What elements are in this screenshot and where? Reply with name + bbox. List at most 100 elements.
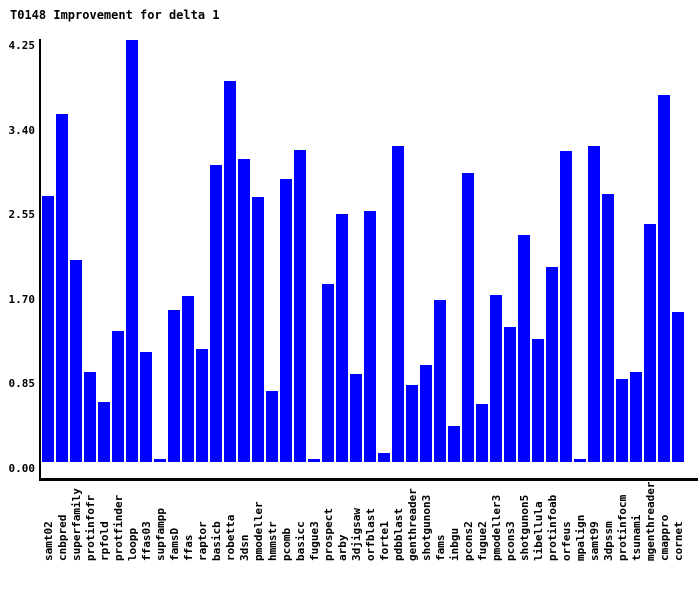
bar-arby bbox=[336, 214, 348, 462]
bar-rpfold bbox=[98, 402, 110, 462]
x-tick-label-cmappro: cmappro bbox=[658, 514, 671, 561]
x-tick-label-3dpssm: 3dpssm bbox=[602, 521, 615, 561]
bar-protfinder bbox=[112, 331, 124, 462]
bar-famsD bbox=[168, 310, 180, 462]
x-tick-label-fams: fams bbox=[434, 534, 447, 562]
x-tick-label-ffas: ffas bbox=[182, 534, 195, 562]
bar-raptor bbox=[196, 349, 208, 462]
x-tick-label-fugue2: fugue2 bbox=[476, 521, 489, 561]
x-tick-label-protinfoab: protinfoab bbox=[546, 494, 559, 561]
bar-3djigsaw bbox=[350, 374, 362, 462]
bar-shotgunon3 bbox=[420, 365, 432, 462]
x-tick-label-shotgunon5: shotgunon5 bbox=[518, 494, 531, 561]
x-tick-label-pmodeller3: pmodeller3 bbox=[490, 494, 503, 561]
bar-mgenthreader bbox=[644, 224, 656, 462]
x-tick-label-genthreader: genthreader bbox=[406, 488, 419, 561]
bar-forte1 bbox=[378, 453, 390, 462]
bar-pdbblast bbox=[392, 146, 404, 462]
x-tick-label-pdbblast: pdbblast bbox=[392, 508, 405, 561]
x-tick-label-pcomb: pcomb bbox=[280, 527, 293, 561]
bar-3dpssm bbox=[602, 194, 614, 462]
x-tick-label-basicb: basicb bbox=[210, 521, 223, 561]
bar-pmodeller3 bbox=[490, 295, 502, 462]
x-tick-label-basicc: basicc bbox=[294, 521, 307, 561]
x-tick-label-arby: arby bbox=[336, 534, 349, 562]
bar-orfblast bbox=[364, 211, 376, 462]
bar-fugue2 bbox=[476, 404, 488, 462]
bar-protinfocm bbox=[616, 379, 628, 462]
x-tick-label-pcons2: pcons2 bbox=[462, 521, 475, 561]
bar-pcomb bbox=[280, 179, 292, 462]
bar-cornet bbox=[672, 312, 684, 462]
bar-supfampp bbox=[154, 459, 166, 462]
x-tick-label-protinfofr: protinfofr bbox=[84, 494, 97, 561]
x-tick-label-pmodeller: pmodeller bbox=[252, 501, 265, 561]
y-tick-label-3.40: 3.40 bbox=[8, 124, 36, 137]
x-tick-label-orfblast: orfblast bbox=[364, 508, 377, 561]
bar-shotgunon5 bbox=[518, 235, 530, 462]
bar-loopp bbox=[126, 40, 138, 462]
x-tick-label-fugue3: fugue3 bbox=[308, 521, 321, 561]
bar-fams bbox=[434, 300, 446, 462]
bar-mpalign bbox=[574, 459, 586, 462]
x-tick-label-raptor: raptor bbox=[196, 521, 209, 561]
bar-basicc bbox=[294, 150, 306, 462]
x-tick-label-tsunami: tsunami bbox=[630, 514, 643, 561]
bar-pmodeller bbox=[252, 197, 264, 462]
y-tick-label-0.00: 0.00 bbox=[8, 462, 36, 475]
bar-ffas03 bbox=[140, 352, 152, 462]
bar-hmmstr bbox=[266, 391, 278, 462]
x-tick-label-samt02: samt02 bbox=[42, 521, 55, 561]
y-tick-label-1.70: 1.70 bbox=[8, 293, 36, 306]
x-axis-line bbox=[39, 478, 698, 481]
x-tick-label-protinfocm: protinfocm bbox=[616, 494, 629, 561]
bar-robetta bbox=[224, 81, 236, 462]
bar-genthreader bbox=[406, 385, 418, 462]
x-tick-label-forte1: forte1 bbox=[378, 521, 391, 561]
x-tick-label-mpalign: mpalign bbox=[574, 514, 587, 561]
x-tick-label-orfeus: orfeus bbox=[560, 521, 573, 561]
bar-3dsn bbox=[238, 159, 250, 462]
bar-pcons2 bbox=[462, 173, 474, 462]
bar-protinfoab bbox=[546, 267, 558, 462]
bar-prospect bbox=[322, 284, 334, 462]
x-tick-label-pcons3: pcons3 bbox=[504, 521, 517, 561]
bar-orfeus bbox=[560, 151, 572, 462]
x-tick-label-samt99: samt99 bbox=[588, 521, 601, 561]
bar-protinfofr bbox=[84, 372, 96, 462]
x-tick-label-shotgunon3: shotgunon3 bbox=[420, 494, 433, 561]
bar-ffas bbox=[182, 296, 194, 462]
y-tick-label-2.55: 2.55 bbox=[8, 208, 36, 221]
bar-samt99 bbox=[588, 146, 600, 462]
y-tick-label-0.85: 0.85 bbox=[8, 377, 36, 390]
bar-tsunami bbox=[630, 372, 642, 462]
x-tick-label-libellula: libellula bbox=[532, 501, 545, 561]
bar-inbgu bbox=[448, 426, 460, 462]
x-tick-label-mgenthreader: mgenthreader bbox=[644, 481, 657, 561]
x-tick-label-ffas03: ffas03 bbox=[140, 521, 153, 561]
chart-title: T0148 Improvement for delta 1 bbox=[10, 8, 220, 22]
bar-libellula bbox=[532, 339, 544, 462]
bar-samt02 bbox=[42, 196, 54, 462]
x-tick-label-cornet: cornet bbox=[672, 521, 685, 561]
bar-cnbpred bbox=[56, 114, 68, 462]
x-tick-label-rpfold: rpfold bbox=[98, 521, 111, 561]
y-axis-line bbox=[39, 39, 41, 481]
x-tick-label-inbgu: inbgu bbox=[448, 527, 461, 561]
bar-pcons3 bbox=[504, 327, 516, 462]
bar-basicb bbox=[210, 165, 222, 462]
x-tick-label-robetta: robetta bbox=[224, 514, 237, 561]
bar-superfamily bbox=[70, 260, 82, 462]
x-tick-label-cnbpred: cnbpred bbox=[56, 514, 69, 561]
x-tick-label-supfampp: supfampp bbox=[154, 508, 167, 561]
x-tick-label-hmmstr: hmmstr bbox=[266, 521, 279, 561]
x-tick-label-3dsn: 3dsn bbox=[238, 534, 251, 562]
x-tick-label-loopp: loopp bbox=[126, 527, 139, 561]
x-tick-label-superfamily: superfamily bbox=[70, 488, 83, 561]
x-tick-label-3djigsaw: 3djigsaw bbox=[350, 508, 363, 561]
bar-cmappro bbox=[658, 95, 670, 462]
x-tick-label-famsD: famsD bbox=[168, 527, 181, 561]
x-tick-label-prospect: prospect bbox=[322, 508, 335, 561]
y-tick-label-4.25: 4.25 bbox=[8, 39, 36, 52]
